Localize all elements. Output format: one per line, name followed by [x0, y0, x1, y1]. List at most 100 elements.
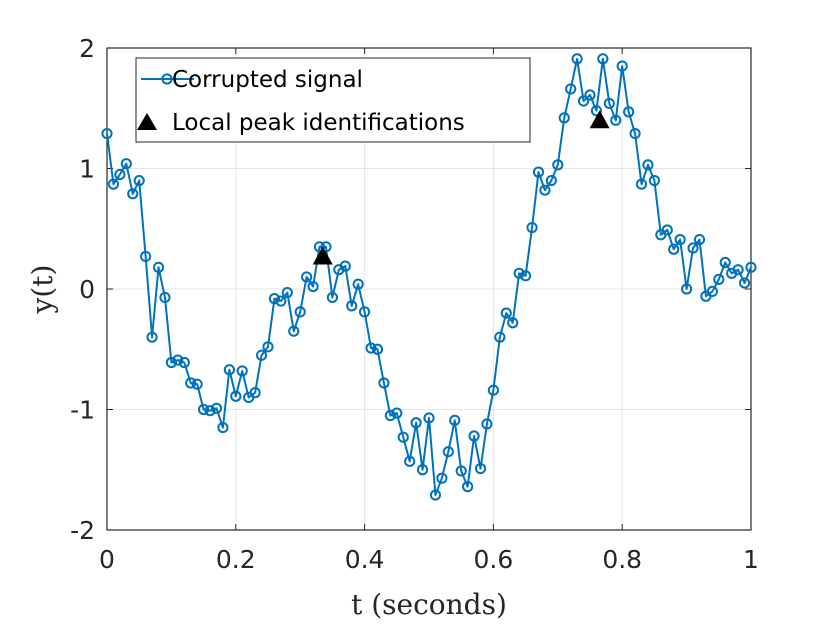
signal-point: [288, 325, 300, 337]
legend-signal-label: Corrupted signal: [172, 67, 363, 93]
y-tick-label: 1: [79, 155, 95, 184]
legend-peak-marker: [137, 113, 157, 130]
signal-point: [346, 300, 358, 312]
y-tick-label: -2: [70, 516, 95, 545]
legend-signal-marker: [161, 73, 173, 85]
x-tick-label: 1: [743, 545, 759, 574]
signal-point: [507, 317, 519, 329]
signal-point: [249, 387, 261, 399]
signal-point: [642, 159, 654, 171]
signal-point: [513, 267, 525, 279]
signal-point: [500, 307, 512, 319]
series-layer: [101, 53, 757, 501]
signal-point: [552, 159, 564, 171]
signal-point: [423, 412, 435, 424]
signal-point: [577, 95, 590, 107]
signal-point: [339, 260, 351, 272]
signal-point: [706, 285, 718, 298]
signal-point: [545, 174, 557, 187]
signal-point: [133, 174, 145, 187]
signal-point: [378, 377, 390, 389]
signal-point: [487, 384, 499, 396]
signal-point: [693, 233, 706, 246]
signal-point: [468, 430, 480, 442]
x-tick-label: 0.2: [216, 545, 256, 574]
ticks: 0 0.2 0.4 0.6 0.8 1 -2 -1 0 1 2: [70, 34, 759, 574]
signal-point: [429, 489, 442, 501]
x-axis-label: t (seconds): [351, 588, 507, 621]
signal-point: [313, 241, 326, 253]
signal-point: [217, 421, 229, 434]
signal-point: [539, 184, 551, 196]
y-tick-label: -1: [70, 396, 95, 425]
signal-point: [352, 278, 364, 290]
signal-point: [597, 53, 609, 65]
signal-point: [462, 481, 474, 493]
signal-point: [326, 291, 338, 304]
signal-point: [359, 306, 371, 318]
signal-point: [494, 331, 506, 343]
signal-point: [474, 462, 487, 475]
signal-point: [590, 105, 603, 117]
signal-point: [185, 377, 197, 389]
signal-point: [674, 233, 686, 246]
signal-point: [397, 431, 409, 443]
signal-point: [230, 390, 242, 402]
signal-point: [687, 242, 699, 254]
peak-marker: [589, 110, 610, 129]
signal-point: [152, 261, 165, 273]
signal-point: [681, 283, 693, 295]
signal-point: [745, 261, 757, 273]
signal-point: [198, 403, 210, 416]
signal-point: [623, 106, 635, 118]
signal-point: [384, 409, 396, 422]
signal-point: [404, 455, 416, 467]
x-tick-label: 0.6: [474, 545, 514, 574]
signal-point: [719, 256, 731, 269]
signal-point: [178, 356, 190, 369]
legend-peak-label: Local peak identifications: [172, 110, 465, 136]
signal-point: [275, 295, 287, 307]
y-axis-label: y(t): [26, 265, 59, 315]
signal-point: [107, 178, 120, 190]
legend: Corrupted signal Local peak identificati…: [135, 57, 531, 143]
signal-point: [616, 60, 628, 72]
signal-point: [648, 174, 661, 187]
legend-box: [135, 57, 531, 143]
signal-point: [210, 402, 223, 414]
x-tick-label: 0: [99, 545, 115, 574]
signal-point: [223, 364, 235, 376]
signal-point: [281, 287, 293, 299]
signal-point: [371, 343, 384, 355]
signal-point: [120, 158, 132, 170]
signal-point: [732, 264, 744, 276]
signal-point: [713, 273, 725, 285]
signal-point: [236, 365, 248, 377]
signal-point: [584, 89, 596, 101]
signal-point: [481, 418, 493, 430]
signal-point: [668, 243, 680, 255]
signal-point: [146, 331, 158, 343]
signal-point: [526, 221, 538, 234]
signal-point: [159, 291, 171, 304]
signal-point: [532, 166, 545, 178]
signal-point: [165, 356, 177, 369]
signal-point: [191, 378, 203, 390]
signal-point: [416, 464, 429, 476]
signal-point: [565, 83, 577, 95]
signal-point: [365, 342, 377, 354]
signal-point: [262, 341, 274, 353]
signal-point: [391, 407, 403, 419]
signal-point: [127, 188, 139, 200]
signal-point: [294, 306, 306, 318]
signal-point: [603, 97, 615, 110]
signal-point: [738, 277, 751, 289]
signal-point: [101, 127, 113, 140]
signal-point: [558, 112, 570, 124]
signal-point: [455, 465, 467, 477]
x-tick-label: 0.4: [345, 545, 385, 574]
signal-point: [140, 250, 152, 263]
signal-point: [571, 53, 583, 65]
signal-point: [520, 270, 532, 282]
